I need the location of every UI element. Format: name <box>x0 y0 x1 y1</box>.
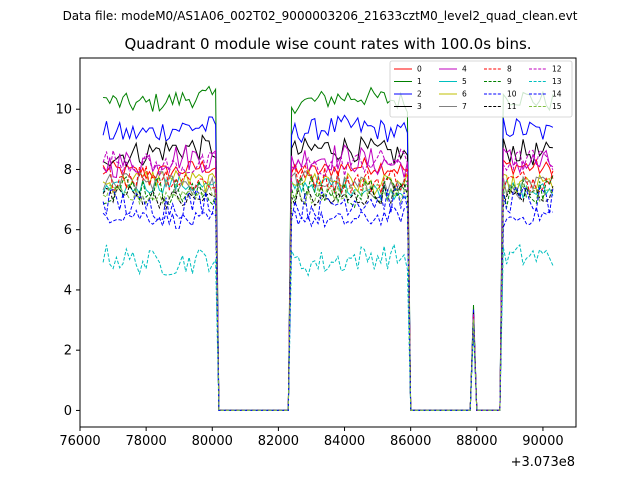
legend-label-11: 11 <box>507 102 517 111</box>
legend-label-7: 7 <box>462 102 467 111</box>
x-tick-label: 78000 <box>125 434 166 449</box>
y-tick-label: 10 <box>55 103 72 118</box>
legend-label-10: 10 <box>507 90 517 99</box>
legend-label-12: 12 <box>552 65 562 74</box>
legend-label-5: 5 <box>462 77 467 86</box>
series-line-10 <box>102 205 554 411</box>
x-tick-label: 90000 <box>522 434 563 449</box>
legend-label-3: 3 <box>417 102 422 111</box>
legend-label-1: 1 <box>417 77 422 86</box>
y-axis: 0 2 4 6 8 10 <box>55 103 80 419</box>
y-tick-label: 0 <box>64 404 72 419</box>
y-tick-label: 8 <box>64 163 72 178</box>
series-line-7 <box>102 168 554 411</box>
series-line-15 <box>102 180 554 411</box>
legend-box <box>389 60 573 118</box>
legend-label-0: 0 <box>417 65 422 74</box>
series-line-9 <box>102 175 554 411</box>
x-tick-label: 84000 <box>324 434 365 449</box>
legend-label-9: 9 <box>507 77 512 86</box>
x-offset-label: +3.073e8 <box>511 455 575 470</box>
series-line-13 <box>102 242 554 411</box>
x-tick-label: 86000 <box>390 434 431 449</box>
legend-label-15: 15 <box>552 102 562 111</box>
x-axis: 76000 78000 80000 82000 84000 86000 88000 90000 <box>59 427 564 449</box>
series-line-11 <box>102 183 554 411</box>
legend-label-14: 14 <box>552 90 562 99</box>
y-tick-label: 4 <box>64 283 72 298</box>
axes-frame <box>79 57 577 428</box>
y-tick-label: 6 <box>64 223 72 238</box>
series-line-6 <box>102 168 554 411</box>
series-line-2 <box>102 114 554 411</box>
plot-lines <box>102 85 554 411</box>
legend-label-13: 13 <box>552 77 562 86</box>
x-tick-label: 88000 <box>456 434 497 449</box>
chart-suptitle: Data file: modeM0/AS1A06_002T02_90000032… <box>63 9 578 23</box>
x-tick-label: 80000 <box>192 434 233 449</box>
legend-label-8: 8 <box>507 65 512 74</box>
series-line-12 <box>102 148 554 411</box>
x-tick-label: 82000 <box>258 434 299 449</box>
legend-label-2: 2 <box>417 90 422 99</box>
x-tick-label: 76000 <box>59 434 100 449</box>
series-line-14 <box>102 185 554 411</box>
y-tick-label: 2 <box>64 344 72 359</box>
legend-label-6: 6 <box>462 90 467 99</box>
chart-title: Quadrant 0 module wise count rates with … <box>124 35 531 53</box>
legend-label-4: 4 <box>462 65 467 74</box>
